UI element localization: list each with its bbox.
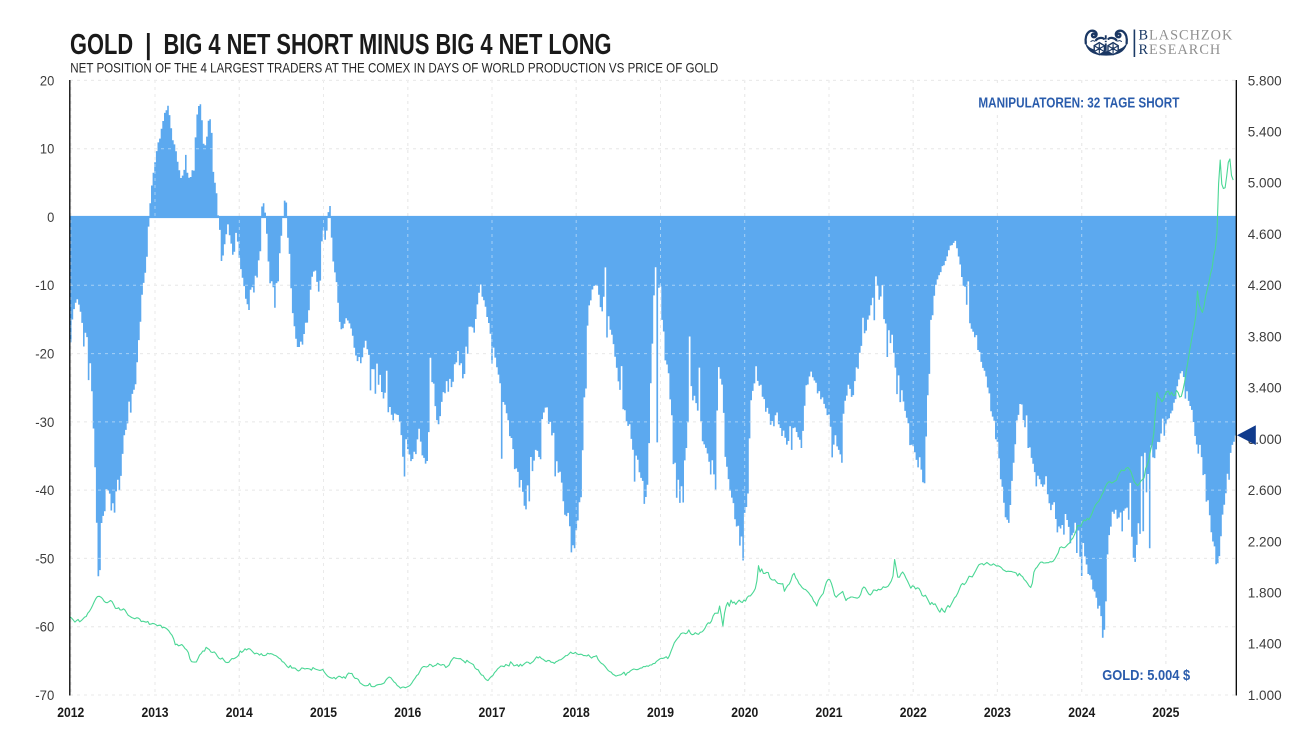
svg-text:GOLD | BIG 4 NET SHORT MINUS: GOLD | BIG 4 NET SHORT MINUS BIG 4 NET L… — [70, 29, 612, 61]
svg-text:GOLD: 5.004 $: GOLD: 5.004 $ — [1102, 667, 1191, 684]
svg-text:-40: -40 — [35, 483, 54, 498]
svg-text:2016: 2016 — [394, 705, 421, 721]
svg-text:-10: -10 — [35, 278, 54, 293]
svg-text:BLASCHZOK: BLASCHZOK — [1139, 28, 1234, 44]
svg-text:-50: -50 — [35, 551, 54, 566]
svg-text:3.400: 3.400 — [1248, 381, 1282, 396]
svg-text:2.200: 2.200 — [1248, 534, 1282, 549]
svg-text:-60: -60 — [35, 620, 54, 635]
svg-text:2014: 2014 — [226, 705, 253, 721]
svg-text:2023: 2023 — [984, 705, 1011, 721]
svg-text:MANIPULATOREN: 32 TAGE SHORT: MANIPULATOREN: 32 TAGE SHORT — [978, 94, 1179, 111]
svg-text:2013: 2013 — [142, 705, 169, 721]
svg-text:NET POSITION OF THE 4 LARGEST: NET POSITION OF THE 4 LARGEST TRADERS AT… — [70, 61, 718, 76]
svg-text:3.800: 3.800 — [1248, 329, 1282, 344]
svg-text:-70: -70 — [35, 688, 54, 703]
svg-text:10: 10 — [40, 142, 55, 157]
svg-text:RESEARCH: RESEARCH — [1139, 42, 1222, 58]
svg-text:5.800: 5.800 — [1248, 73, 1282, 88]
svg-text:1.400: 1.400 — [1248, 637, 1282, 652]
svg-text:2024: 2024 — [1068, 705, 1095, 721]
svg-text:5.000: 5.000 — [1248, 176, 1282, 191]
svg-text:2022: 2022 — [900, 705, 927, 721]
svg-text:20: 20 — [40, 73, 55, 88]
svg-text:1.000: 1.000 — [1248, 688, 1282, 703]
svg-text:4.200: 4.200 — [1248, 278, 1282, 293]
svg-text:0: 0 — [47, 210, 54, 225]
svg-text:1.800: 1.800 — [1248, 586, 1282, 601]
svg-text:2017: 2017 — [479, 705, 506, 721]
svg-text:2020: 2020 — [731, 705, 758, 721]
svg-text:2018: 2018 — [563, 705, 590, 721]
svg-text:2.600: 2.600 — [1248, 483, 1282, 498]
svg-text:-20: -20 — [35, 347, 54, 362]
svg-text:2019: 2019 — [647, 705, 674, 721]
svg-text:2025: 2025 — [1152, 705, 1179, 721]
svg-text:2015: 2015 — [310, 705, 337, 721]
svg-text:4.600: 4.600 — [1248, 227, 1282, 242]
svg-text:2012: 2012 — [57, 705, 84, 721]
svg-text:-30: -30 — [35, 415, 54, 430]
svg-text:2021: 2021 — [816, 705, 843, 721]
svg-text:3.000: 3.000 — [1248, 432, 1282, 447]
svg-text:5.400: 5.400 — [1248, 125, 1282, 140]
